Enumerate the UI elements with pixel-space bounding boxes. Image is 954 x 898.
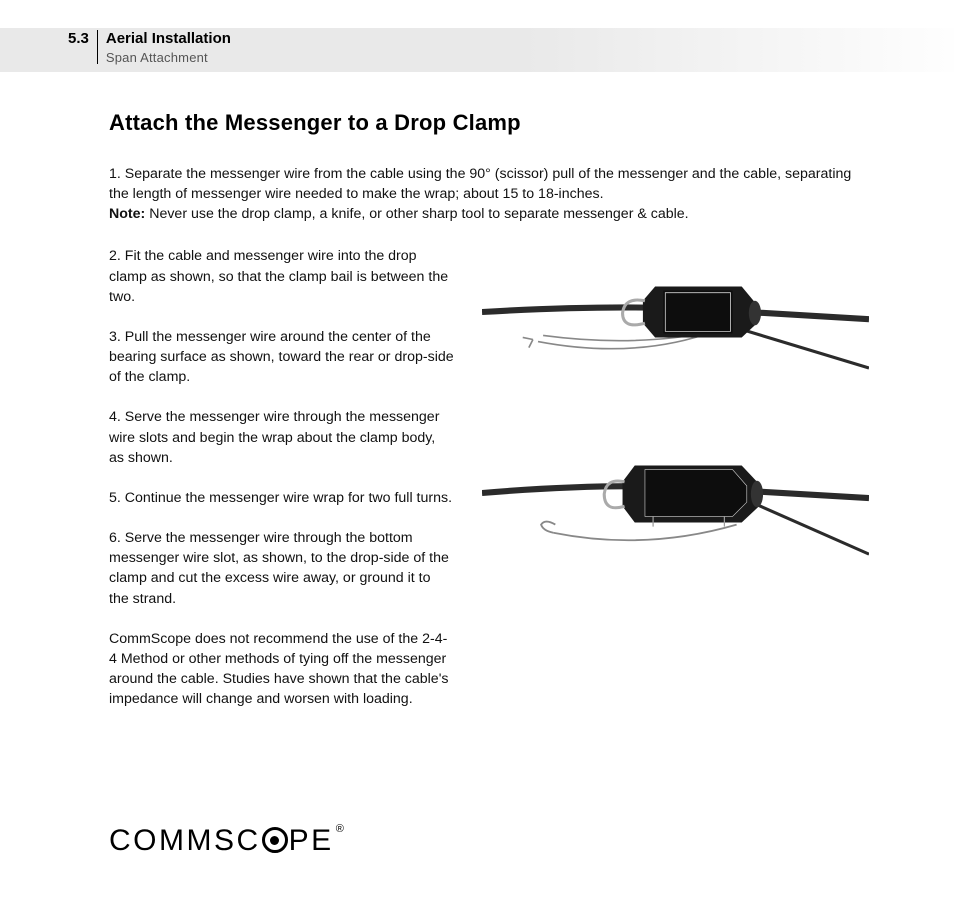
section-subtitle: Span Attachment bbox=[106, 50, 231, 65]
closing-paragraph: CommScope does not recommend the use of … bbox=[109, 629, 454, 710]
section-number: 5.3 bbox=[68, 30, 98, 64]
commscope-logo: COMMSC PE® bbox=[109, 824, 344, 858]
step-2: 2. Fit the cable and messenger wire into… bbox=[109, 246, 454, 306]
steps-column: 2. Fit the cable and messenger wire into… bbox=[109, 246, 454, 709]
header: 5.3 Aerial Installation Span Attachment bbox=[68, 30, 231, 65]
figures-column bbox=[482, 246, 869, 709]
logo-o-icon bbox=[262, 827, 288, 853]
content-area: Attach the Messenger to a Drop Clamp 1. … bbox=[109, 110, 869, 709]
step-3: 3. Pull the messenger wire around the ce… bbox=[109, 327, 454, 387]
section-title: Aerial Installation bbox=[106, 30, 231, 48]
logo-text-pre: COMMSC bbox=[109, 824, 261, 858]
figure-clamp-top bbox=[482, 256, 869, 388]
step-6: 6. Serve the messenger wire through the … bbox=[109, 528, 454, 609]
note-label: Note: bbox=[109, 206, 145, 222]
step-5: 5. Continue the messenger wire wrap for … bbox=[109, 488, 454, 508]
step-4: 4. Serve the messenger wire through the … bbox=[109, 407, 454, 467]
step-1-text: 1. Separate the messenger wire from the … bbox=[109, 166, 851, 202]
figure-clamp-bottom bbox=[482, 437, 869, 580]
note-text: Never use the drop clamp, a knife, or ot… bbox=[145, 206, 688, 222]
logo-registered: ® bbox=[336, 823, 347, 835]
step-1-with-note: 1. Separate the messenger wire from the … bbox=[109, 164, 869, 224]
logo-text-post: PE bbox=[289, 824, 334, 858]
page-title: Attach the Messenger to a Drop Clamp bbox=[109, 110, 869, 136]
